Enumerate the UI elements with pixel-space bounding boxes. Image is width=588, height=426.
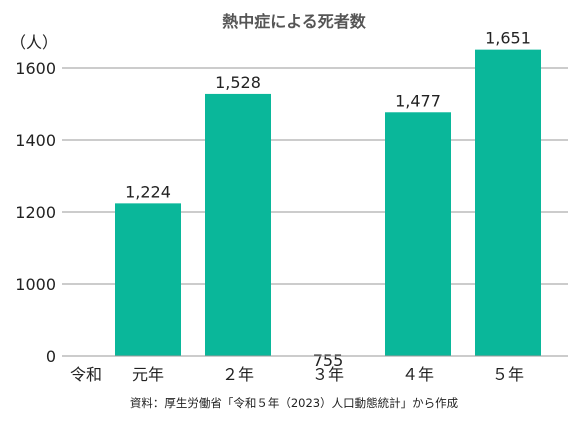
chart-title: 熱中症による死者数: [222, 12, 367, 31]
data-label: 1,528: [215, 73, 261, 92]
y-axis-unit: （人）: [10, 33, 58, 52]
y-tick-label: 1400: [15, 131, 56, 150]
x-tick-label: ５年: [492, 365, 524, 384]
era-label: 令和: [70, 365, 102, 384]
y-tick-label: 1200: [15, 203, 56, 222]
x-tick-label: ４年: [402, 365, 434, 384]
source-note: 資料：厚生労働省「令和５年（2023）人口動態統計」から作成: [130, 396, 459, 410]
y-axis-ticks: 0 1000 1200 1400 1600: [15, 59, 56, 366]
y-tick-label: 0: [46, 347, 56, 366]
bars: [115, 49, 541, 357]
data-label: 1,477: [395, 91, 441, 110]
data-label: 1,224: [125, 182, 171, 201]
x-tick-label: 元年: [132, 365, 164, 384]
data-label: 1,651: [485, 29, 531, 48]
bar: [115, 203, 181, 356]
x-axis-categories: 元年 ２年 ３年 ４年 ５年: [132, 365, 524, 384]
bar: [385, 112, 451, 356]
x-tick-label: ３年: [312, 365, 344, 384]
bar: [205, 93, 271, 357]
y-tick-label: 1000: [15, 275, 56, 294]
bar: [475, 49, 541, 356]
y-tick-label: 1600: [15, 59, 56, 78]
x-tick-label: ２年: [222, 365, 254, 384]
